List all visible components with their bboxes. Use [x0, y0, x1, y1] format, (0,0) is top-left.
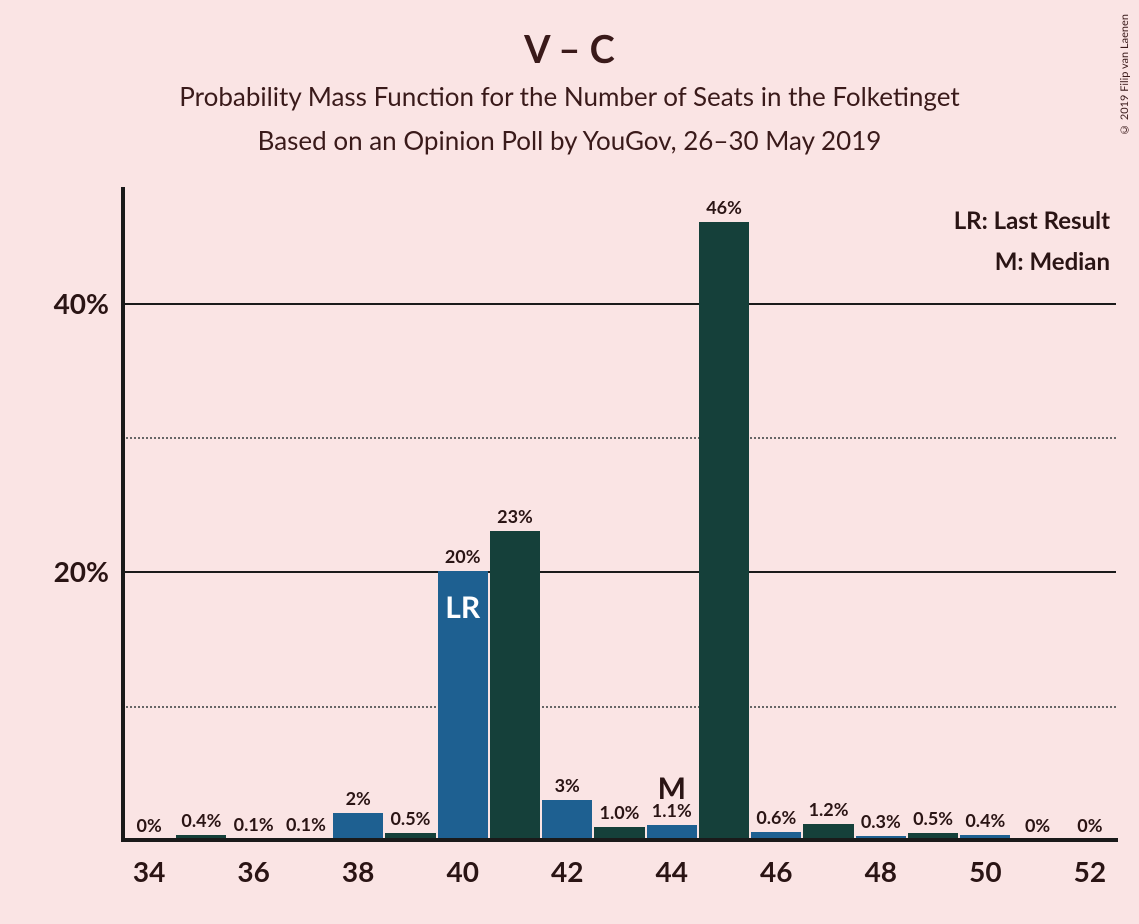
x-tick-label: 38	[342, 840, 374, 888]
bar-label: 0.5%	[390, 807, 430, 833]
bar-label: 0.3%	[861, 810, 901, 836]
x-tick-label: 40	[446, 840, 478, 888]
grid-major	[123, 303, 1116, 305]
bar-label: 0.4%	[181, 809, 221, 835]
bar-label: 0.6%	[756, 806, 796, 832]
marker-lr: LR	[438, 589, 488, 625]
x-axis	[121, 838, 1118, 842]
x-tick-label: 44	[656, 840, 688, 888]
bar-blue: 2%	[333, 813, 383, 840]
bar-label: 0.1%	[234, 813, 274, 839]
bar-label: 23%	[497, 505, 533, 531]
legend-m: M: Median	[954, 242, 1110, 283]
bar-label: 0.5%	[913, 807, 953, 833]
bar-label: 1.0%	[600, 801, 640, 827]
copyright-text: © 2019 Filip van Laenen	[1118, 14, 1131, 136]
bar-label: 1.2%	[809, 798, 849, 824]
grid-major	[123, 571, 1116, 573]
bar-chart: LR: Last Result M: Median 20%40%34363840…	[123, 195, 1116, 840]
x-tick-label: 52	[1074, 840, 1106, 888]
grid-minor	[123, 706, 1116, 708]
bar-green: 46%	[699, 222, 749, 840]
chart-subtitle-line1: Probability Mass Function for the Number…	[0, 80, 1139, 112]
x-tick-label: 34	[133, 840, 165, 888]
bar-label: 0.1%	[286, 813, 326, 839]
y-tick-label: 20%	[54, 554, 123, 588]
y-tick-label: 40%	[54, 286, 123, 320]
marker-m: M	[647, 770, 697, 806]
x-tick-label: 50	[969, 840, 1001, 888]
bar-label: 3%	[555, 774, 580, 800]
bar-label: 0%	[137, 814, 162, 840]
x-tick-label: 36	[237, 840, 269, 888]
bar-label: 0%	[1025, 814, 1050, 840]
legend-lr: LR: Last Result	[954, 201, 1110, 242]
bar-label: 0%	[1077, 814, 1102, 840]
bar-label: 46%	[706, 196, 742, 222]
legend: LR: Last Result M: Median	[954, 201, 1110, 283]
x-tick-label: 46	[760, 840, 792, 888]
x-tick-label: 42	[551, 840, 583, 888]
grid-minor	[123, 437, 1116, 439]
bar-label: 2%	[346, 787, 371, 813]
bar-blue: 3%	[542, 800, 592, 840]
bar-label: 20%	[445, 545, 481, 571]
chart-subtitle-line2: Based on an Opinion Poll by YouGov, 26–3…	[0, 124, 1139, 156]
bar-label: 0.4%	[965, 809, 1005, 835]
x-tick-label: 48	[865, 840, 897, 888]
chart-title: V – C	[0, 26, 1139, 72]
bar-green: 23%	[490, 531, 540, 840]
y-axis	[121, 187, 125, 840]
